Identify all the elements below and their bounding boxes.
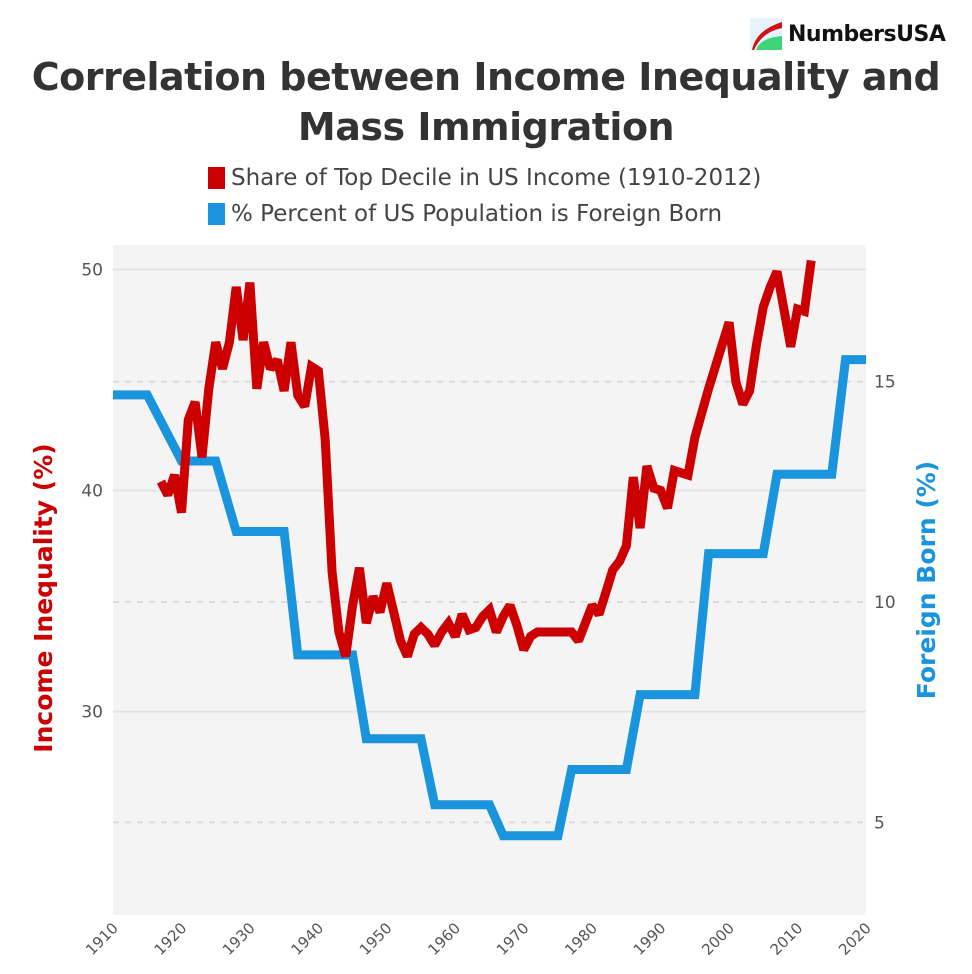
income-inequality-line [156,259,816,659]
legend-item-income: Share of Top Decile in US Income (1910-2… [208,165,761,191]
x-tick-label: 1970 [493,919,533,959]
y-axis-left-label: Income Inequality (%) [29,443,58,752]
legend-label: Share of Top Decile in US Income (1910-2… [231,165,762,191]
logo-text: NumbersUSA [788,21,946,47]
x-tick-label: 1910 [82,919,122,959]
y-left-tick-label: 40 [81,481,103,501]
legend-label: % Percent of US Population is Foreign Bo… [231,201,723,227]
y-right-tick-label: 5 [874,813,885,833]
y-axis-right-label: Foreign Born (%) [912,461,941,699]
chart-title: Correlation between Income Inequality an… [31,55,941,149]
y-right-tick-label: 10 [874,593,896,613]
x-tick-label: 1950 [356,919,396,959]
foreign-born-line [113,355,866,841]
x-tick-label: 1960 [424,919,464,959]
x-tick-label: 2000 [698,919,738,959]
x-tick-label: 1930 [219,919,259,959]
x-tick-label: 2020 [835,919,875,959]
x-tick-label: 1990 [630,919,670,959]
logo-mark-icon [750,18,782,50]
y-right-tick-label: 15 [874,373,896,393]
x-tick-label: 2010 [767,919,807,959]
legend-item-foreign-born: % Percent of US Population is Foreign Bo… [208,201,722,227]
x-tick-label: 1980 [561,919,601,959]
x-tick-label: 1940 [287,919,327,959]
legend-swatch-blue [208,203,225,225]
y-left-tick-label: 50 [81,260,103,280]
legend-swatch-red [208,167,225,189]
numbersusa-logo: NumbersUSA [750,18,946,50]
x-tick-label: 1920 [151,919,191,959]
y-left-tick-label: 30 [81,703,103,723]
